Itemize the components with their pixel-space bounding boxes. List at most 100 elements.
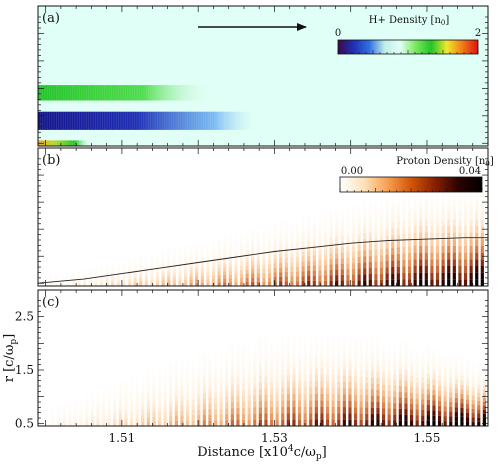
density-stripe	[167, 277, 171, 281]
density-stripe	[146, 386, 150, 391]
density-stripe	[421, 356, 425, 362]
density-stripe	[340, 247, 344, 253]
density-stripe	[325, 355, 330, 363]
density-stripe	[167, 268, 171, 272]
density-stripe	[482, 401, 486, 406]
density-stripe	[419, 252, 423, 260]
density-stripe	[279, 281, 283, 286]
density-stripe	[337, 362, 341, 369]
density-stripe	[301, 281, 305, 286]
density-stripe	[273, 267, 277, 273]
density-stripe	[169, 382, 173, 387]
density-stripe	[421, 388, 425, 394]
density-stripe	[217, 267, 221, 272]
density-stripe	[178, 264, 182, 268]
panel-c-density	[51, 334, 486, 426]
density-stripe	[262, 238, 266, 243]
density-stripe	[460, 398, 464, 404]
density-stripe	[398, 385, 402, 392]
density-stripe	[368, 226, 372, 233]
density-stripe	[342, 362, 346, 370]
density-stripe	[374, 249, 378, 256]
density-stripe	[169, 372, 173, 378]
density-stripe	[292, 361, 296, 369]
density-stripe	[208, 403, 212, 410]
density-stripe	[301, 241, 305, 247]
density-stripe	[368, 220, 372, 227]
density-stripe	[430, 192, 434, 200]
density-stripe	[447, 245, 451, 253]
density-stripe	[309, 413, 313, 420]
density-stripe	[353, 388, 358, 395]
density-stripe	[430, 199, 434, 206]
density-stripe	[230, 372, 234, 379]
density-stripe	[253, 395, 257, 402]
density-stripe	[286, 381, 290, 388]
density-stripe	[407, 226, 412, 234]
density-stripe	[234, 270, 238, 275]
density-stripe	[279, 267, 283, 273]
density-stripe	[219, 350, 223, 357]
density-stripe	[141, 404, 145, 409]
density-stripe	[262, 242, 266, 248]
density-stripe	[258, 388, 262, 395]
density-stripe	[295, 266, 300, 272]
density-stripe	[286, 419, 290, 426]
density-stripe	[323, 222, 328, 228]
density-stripe	[443, 386, 447, 392]
density-stripe	[475, 225, 479, 233]
density-stripe	[368, 238, 372, 245]
density-stripe	[157, 412, 162, 417]
density-stripe	[208, 353, 212, 359]
density-stripe	[297, 355, 302, 362]
density-stripe	[430, 252, 434, 260]
density-stripe	[225, 396, 229, 403]
density-stripe	[441, 245, 445, 253]
density-stripe	[223, 233, 227, 238]
density-stripe	[230, 402, 234, 409]
density-stripe	[211, 275, 216, 279]
density-stripe	[402, 266, 406, 273]
density-stripe	[90, 402, 94, 406]
density-stripe	[435, 272, 440, 280]
density-stripe	[191, 367, 195, 373]
density-stripe	[391, 203, 395, 210]
density-stripe	[178, 273, 182, 277]
density-stripe	[415, 382, 419, 388]
density-stripe	[469, 252, 473, 260]
density-stripe	[191, 372, 195, 379]
density-stripe	[49, 283, 53, 285]
density-stripe	[477, 421, 481, 426]
density-stripe	[286, 374, 290, 382]
density-stripe	[85, 403, 89, 407]
density-stripe	[452, 239, 456, 246]
density-stripe	[307, 265, 311, 271]
density-stripe	[267, 272, 272, 278]
density-stripe	[155, 259, 160, 262]
density-stripe	[195, 243, 199, 247]
density-stripe	[309, 348, 313, 356]
density-stripe	[118, 411, 122, 415]
density-stripe	[219, 362, 223, 369]
density-stripe	[426, 389, 430, 395]
density-stripe	[169, 362, 173, 368]
density-stripe	[284, 257, 288, 263]
density-stripe	[55, 279, 59, 281]
density-stripe	[290, 233, 294, 239]
density-stripe	[475, 219, 479, 226]
density-stripe	[253, 401, 257, 408]
density-stripe	[368, 232, 372, 239]
density-stripe	[398, 340, 402, 346]
density-stripe	[379, 205, 384, 213]
density-stripe	[111, 276, 115, 279]
density-stripe	[297, 374, 302, 382]
density-stripe	[409, 348, 414, 354]
density-stripe	[281, 355, 285, 363]
density-stripe	[312, 280, 316, 286]
density-stripe	[105, 267, 109, 270]
density-stripe	[77, 274, 81, 276]
density-stripe	[342, 343, 346, 351]
density-stripe	[351, 257, 356, 264]
density-stripe	[180, 400, 184, 406]
density-stripe	[398, 351, 402, 358]
